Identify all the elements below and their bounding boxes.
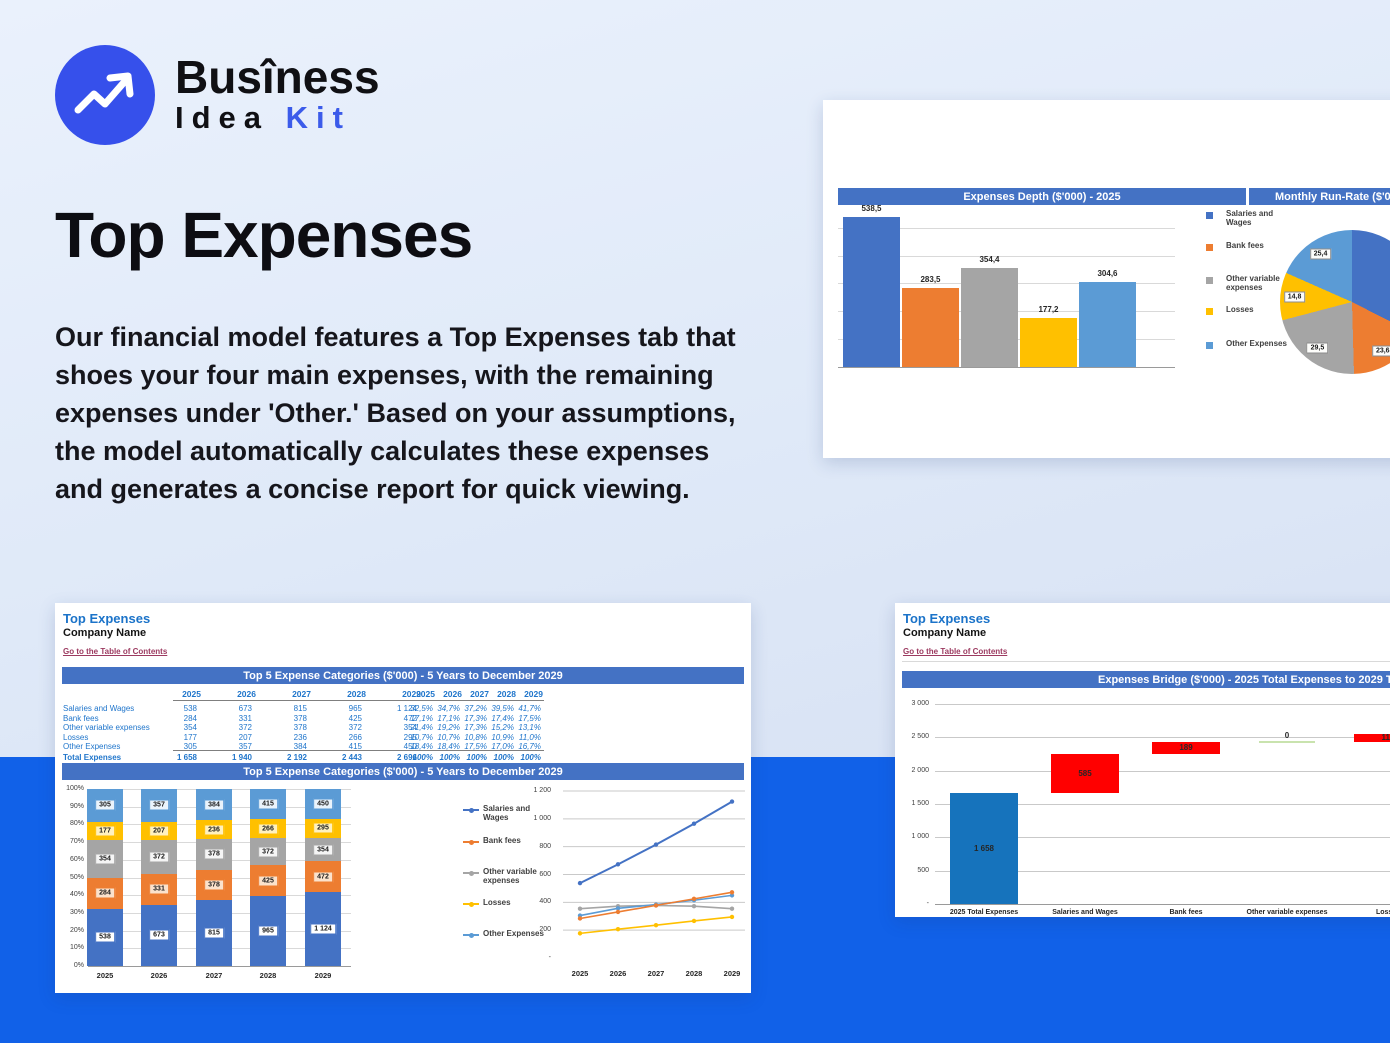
sheet-head: Top Expenses Company Name Go to the Tabl…	[903, 611, 1007, 659]
expenses-depth-header-label: Expenses Depth ($'000) - 2025	[963, 190, 1121, 203]
trend-arrow-icon	[74, 72, 134, 114]
expenses-bridge-header-label: Expenses Bridge ($'000) - 2025 Total Exp…	[1098, 673, 1390, 686]
monthly-run-rate-pie-chart: 23,6 29,5 14,8 25,4	[823, 100, 1390, 458]
waterfall-bar	[1051, 754, 1119, 794]
card-expenses-bridge: Top Expenses Company Name Go to the Tabl…	[895, 603, 1390, 917]
sheet-head: Top Expenses Company Name Go to the Tabl…	[63, 611, 167, 659]
expenses-depth-legend: Salaries and Wages Bank fees Other variabl…	[823, 100, 1390, 458]
bar-other-expenses	[1079, 282, 1136, 367]
brand-name-bottom: Idea Kit	[175, 100, 380, 136]
waterfall-bar	[1152, 741, 1220, 755]
stacked-bar-chart: 0% 10% 20% 30% 40% 50% 60% 70% 80% 90% 100% 538 284 3…	[55, 603, 751, 993]
expense-table: 2025 2025 2026 2026 2027 2027 2028 2028 2029 2029…	[63, 689, 544, 762]
waterfall-bar	[950, 793, 1018, 904]
logo-circle	[55, 45, 155, 145]
bar-bank-fees	[902, 288, 959, 367]
brand-logo: Busîness Idea Kit	[55, 45, 380, 145]
bar-losses	[1020, 317, 1077, 367]
monthly-run-rate-header-label: Monthly Run-Rate ($'000	[1275, 190, 1390, 203]
pie-label: 23,6	[1371, 345, 1390, 357]
brand-text: Busîness Idea Kit	[175, 54, 380, 136]
monthly-run-rate-header: Monthly Run-Rate ($'000	[1249, 188, 1390, 205]
line-chart: -200 400 600 800 1 000 1 200 2025 2026 2027 2028 2…	[55, 603, 751, 993]
brand-kit: Kit	[285, 100, 351, 136]
expenses-depth-header: Expenses Depth ($'000) - 2025	[838, 188, 1246, 205]
brand-name-top: Busîness	[175, 51, 380, 104]
waterfall-chart: -500 1 000 1 500 2 000 2 500 3 000 1 658 2025 T…	[895, 603, 1390, 917]
top5-chart-header: Top 5 Expense Categories ($'000) - 5 Yea…	[62, 763, 744, 780]
sheet-title: Top Expenses	[903, 611, 991, 626]
top5-chart-header-label: Top 5 Expense Categories ($'000) - 5 Yea…	[243, 765, 563, 778]
pie-label: 14,8	[1283, 291, 1306, 303]
card-expenses-depth: Expenses Depth ($'000) - 2025 Monthly Ru…	[823, 100, 1390, 458]
pie-label: 29,5	[1306, 342, 1329, 354]
sheet-title: Top Expenses	[63, 611, 151, 626]
company-name: Company Name	[903, 627, 987, 640]
page-description: Our financial model features a Top Expen…	[55, 322, 736, 505]
line-chart-svg	[563, 790, 745, 936]
card-top5-expense-categories: Top Expenses Company Name Go to the Tabl…	[55, 603, 751, 993]
table-of-contents-link[interactable]: Go to the Table of Contents	[903, 647, 1008, 656]
top5-table-header-label: Top 5 Expense Categories ($'000) - 5 Yea…	[243, 669, 563, 682]
page-title: Top Expenses	[55, 199, 473, 271]
expenses-depth-bar-chart: 538,5 283,5 354,4 177,2 304,6	[823, 100, 1390, 458]
top5-chart-legend: Salaries and Wages Bank fees Other variabl…	[55, 603, 751, 993]
company-name: Company Name	[63, 627, 147, 640]
expenses-bridge-header: Expenses Bridge ($'000) - 2025 Total Exp…	[902, 671, 1390, 688]
pie-label: 25,4	[1309, 248, 1332, 260]
brand-idea: Idea	[175, 100, 270, 136]
waterfall-bar	[1354, 734, 1390, 742]
bar-salaries-and-wages	[843, 217, 900, 367]
bar-other-variable-expenses	[961, 268, 1018, 367]
divider	[902, 661, 1390, 662]
top5-table-header: Top 5 Expense Categories ($'000) - 5 Yea…	[62, 667, 744, 684]
table-of-contents-link[interactable]: Go to the Table of Contents	[63, 647, 168, 656]
